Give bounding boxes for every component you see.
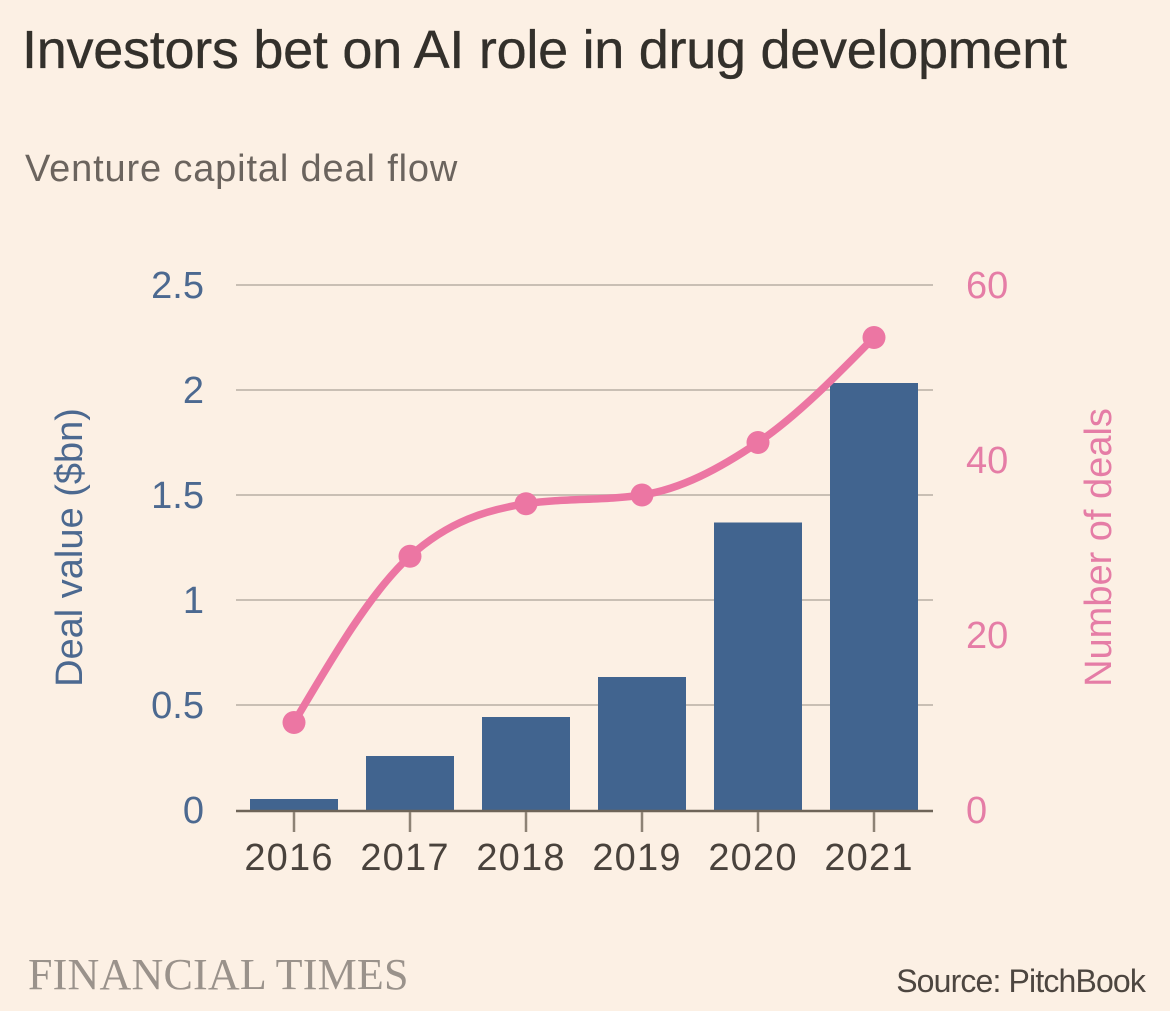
- svg-text:1.5: 1.5: [151, 475, 204, 517]
- svg-text:0: 0: [966, 790, 987, 832]
- svg-text:Number of deals: Number of deals: [1078, 408, 1120, 687]
- svg-text:2019: 2019: [592, 837, 681, 879]
- svg-text:2021: 2021: [824, 837, 913, 879]
- svg-text:2017: 2017: [360, 837, 449, 879]
- svg-text:60: 60: [966, 265, 1008, 307]
- svg-text:Deal value ($bn): Deal value ($bn): [49, 408, 91, 687]
- svg-text:0: 0: [183, 790, 204, 832]
- svg-text:0.5: 0.5: [151, 685, 204, 727]
- svg-text:2: 2: [183, 370, 204, 412]
- svg-text:2016: 2016: [244, 837, 333, 879]
- svg-text:1: 1: [183, 580, 204, 622]
- svg-text:20: 20: [966, 615, 1008, 657]
- svg-text:2020: 2020: [708, 837, 797, 879]
- svg-text:2.5: 2.5: [151, 265, 204, 307]
- svg-text:2018: 2018: [476, 837, 565, 879]
- svg-text:40: 40: [966, 440, 1008, 482]
